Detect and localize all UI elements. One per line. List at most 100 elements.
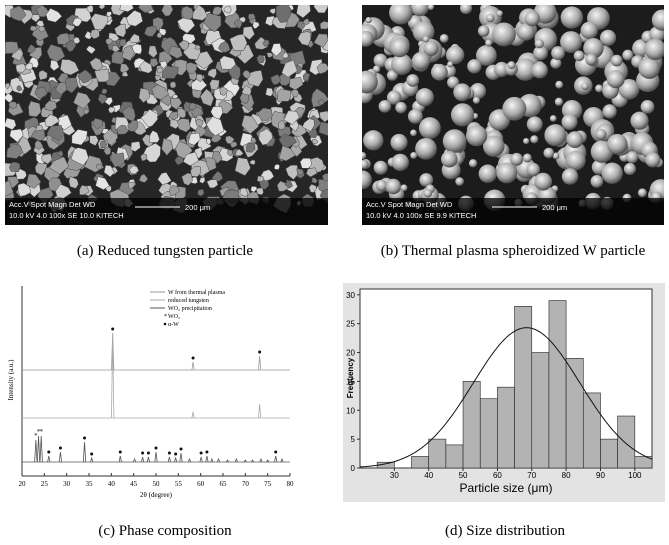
- marker-dot: [83, 436, 87, 440]
- particle: [203, 12, 222, 33]
- particle: [110, 152, 125, 168]
- particle: [5, 92, 14, 104]
- particle: [256, 175, 265, 183]
- peak: [82, 441, 87, 463]
- sphere: [595, 128, 607, 140]
- peak: [47, 455, 51, 463]
- sphere: [472, 96, 480, 104]
- particle: [209, 79, 220, 90]
- sphere: [524, 10, 540, 27]
- y-tick-label: 25: [346, 320, 355, 329]
- sphere: [468, 159, 478, 168]
- particle: [206, 179, 219, 189]
- sem-info: 10.0 kV 4.0 100x SE 9.9 KITECH: [366, 211, 476, 220]
- sphere: [415, 88, 434, 107]
- y-tick-label: 15: [346, 377, 355, 386]
- sphere: [610, 54, 623, 67]
- marker-dot: [154, 446, 158, 450]
- peak: [266, 459, 270, 463]
- particle: [319, 110, 328, 123]
- fit-curve: [359, 327, 653, 468]
- particle: [59, 59, 80, 76]
- particle: [242, 26, 255, 41]
- particle: [217, 40, 231, 53]
- x-tick-label: 70: [527, 471, 536, 480]
- sphere: [551, 46, 565, 60]
- particle: [55, 81, 67, 96]
- sphere: [455, 177, 464, 186]
- sphere: [475, 45, 497, 66]
- particle: [48, 156, 70, 175]
- particle: [105, 11, 112, 17]
- particle: [8, 101, 17, 109]
- bar: [479, 398, 498, 469]
- x-axis-label: 2θ (degree): [140, 491, 173, 499]
- sphere: [607, 133, 628, 155]
- particle: [311, 138, 318, 145]
- particle: [103, 165, 115, 178]
- particle: [127, 181, 135, 190]
- sphere: [531, 62, 548, 79]
- marker-star: *: [34, 432, 38, 440]
- bar: [428, 438, 447, 469]
- particle: [140, 108, 158, 128]
- sphere: [561, 114, 578, 131]
- particle: [46, 44, 66, 63]
- legend-label: WO₂: [168, 314, 180, 320]
- sphere: [373, 160, 388, 175]
- peak: [90, 456, 94, 463]
- particle: [70, 147, 89, 166]
- legend-label: WO₂ precipitation: [168, 306, 212, 312]
- peak: [250, 459, 255, 463]
- sphere: [507, 61, 516, 70]
- particle: [276, 88, 292, 102]
- sphere: [442, 129, 467, 153]
- particle: [126, 10, 143, 27]
- particle: [192, 5, 208, 21]
- sphere: [410, 129, 417, 137]
- particle: [56, 150, 64, 158]
- particle: [105, 38, 113, 45]
- sphere: [427, 5, 435, 11]
- marker-dot: [258, 350, 262, 354]
- sphere: [549, 115, 557, 122]
- particle: [111, 45, 121, 53]
- sphere: [407, 108, 423, 124]
- sphere: [467, 59, 482, 74]
- particle: [71, 129, 88, 146]
- particle: [38, 70, 48, 81]
- peak: [111, 332, 115, 419]
- legend-dot: [163, 322, 167, 326]
- particle: [170, 97, 183, 110]
- particle: [257, 107, 273, 121]
- particle: [227, 149, 234, 156]
- particle: [10, 5, 27, 22]
- particle: [121, 70, 129, 77]
- sphere: [362, 70, 378, 94]
- caption: (c) Phase composition: [98, 523, 232, 539]
- particle: [318, 99, 325, 105]
- particle: [36, 5, 50, 18]
- particle: [250, 136, 257, 144]
- peak: [205, 455, 209, 463]
- marker-star: *: [37, 428, 41, 436]
- particle: [223, 5, 232, 14]
- particle: [308, 183, 317, 193]
- particle: [151, 84, 170, 100]
- sphere: [523, 137, 530, 145]
- sphere: [580, 21, 598, 40]
- caption: (a) Reduced tungsten particle: [77, 243, 254, 259]
- particle: [250, 186, 258, 193]
- particle: [73, 36, 81, 44]
- sphere: [362, 170, 372, 190]
- x-tick-label: 30: [63, 480, 71, 488]
- info-bar: [5, 198, 328, 225]
- particle: [103, 146, 112, 156]
- y-axis-label: Frequency: [346, 357, 355, 398]
- particle: [159, 28, 167, 37]
- particle: [9, 161, 21, 172]
- particle: [313, 33, 328, 48]
- sphere: [622, 49, 634, 61]
- peak: [141, 456, 145, 463]
- marker-dot: [118, 450, 122, 454]
